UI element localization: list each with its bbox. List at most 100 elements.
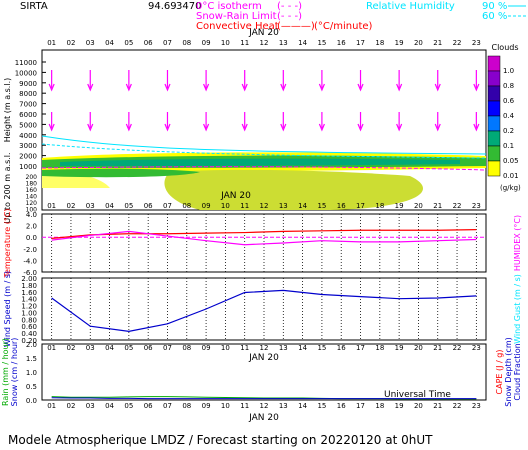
cloud-bottom-hour-label-05: 05: [124, 202, 133, 210]
cloud-bottom-hour-label-09: 09: [202, 202, 211, 210]
precip-bottom-hour-label-21: 21: [433, 402, 442, 410]
top-hour-label-15: 15: [317, 39, 326, 47]
temp-tick-1: 2.0: [26, 223, 37, 231]
time-axis-label: Universal Time: [384, 390, 451, 400]
precip-tick-2: 1.0: [26, 369, 37, 377]
precip-top-hour-label-02: 02: [66, 344, 75, 352]
precip-top-hour-label-18: 18: [375, 344, 384, 352]
colorbar-tick-2: 0.6: [503, 97, 515, 105]
height-tick-9000: 9000: [19, 80, 37, 88]
precip-bottom-hour-label-16: 16: [337, 402, 346, 410]
top-hour-label-22: 22: [453, 39, 462, 47]
wind-tick-0: 2.00: [21, 275, 37, 283]
colorbar-tick-6: 0.05: [503, 157, 519, 165]
cloud-bottom-hour-label-13: 13: [279, 202, 288, 210]
height-tick-8000: 8000: [19, 90, 37, 98]
rh-legend: Relative Humidity 90 % 60 %: [366, 1, 526, 22]
height-tick-1000: 1000: [19, 163, 37, 171]
colorbar-swatch: [487, 115, 501, 132]
wind-arrow-head: [48, 83, 55, 92]
precip-top-hour-label-23: 23: [472, 344, 481, 352]
height-tick-7000: 7000: [19, 101, 37, 109]
temp-tick-5: -6.0: [23, 269, 37, 277]
wind-arrow-head: [280, 123, 287, 132]
low-height-tick-140: 140: [26, 194, 38, 201]
wind-arrow-head: [164, 83, 171, 92]
top-hour-label-09: 09: [202, 39, 211, 47]
precip-series-1: [51, 397, 477, 400]
precip-bottom-hour-label-10: 10: [221, 402, 230, 410]
cloud-bottom-hour-label-18: 18: [375, 202, 384, 210]
precip-bottom-hour-label-05: 05: [124, 402, 133, 410]
colorbar-swatch: [487, 55, 501, 72]
precip-tick-3: 0.5: [26, 383, 37, 391]
colorbar-swatch: [487, 145, 501, 162]
rh-contour-60: [41, 143, 487, 159]
top-hour-label-04: 04: [105, 39, 114, 47]
top-hour-label-06: 06: [144, 39, 153, 47]
temp-series-1: [51, 230, 477, 246]
cloud-band-low: [164, 169, 424, 210]
wind-arrow-head: [48, 123, 55, 132]
rh-label: Relative Humidity: [366, 1, 455, 12]
precip-top-hour-label-15: 15: [317, 344, 326, 352]
precip-bottom-hour-label-18: 18: [375, 402, 384, 410]
legend-convective-style: (———): [277, 21, 315, 32]
precip-bottom-hour-label-08: 08: [182, 402, 191, 410]
colorbar-unit: (g/kg): [500, 184, 521, 192]
precip-bottom-hour-label-19: 19: [395, 402, 404, 410]
top-hour-label-13: 13: [279, 39, 288, 47]
snow-depth-axis-label: Snow Depth (cm): [504, 337, 513, 406]
wind-arrow-head: [241, 123, 248, 132]
wind-arrow-head: [125, 83, 132, 92]
cloud-bottom-hour-label-19: 19: [395, 202, 404, 210]
forecast-title: Modele Atmospherique LMDZ / Forecast sta…: [8, 433, 433, 447]
precip-tick-0: 2.0: [26, 341, 37, 349]
precip-bottom-hour-label-22: 22: [453, 402, 462, 410]
precip-top-hour-label-20: 20: [414, 344, 423, 352]
colorbar-tick-0: 1.0: [503, 67, 514, 75]
precip-top-hour-label-21: 21: [433, 344, 442, 352]
wind-arrow-head: [473, 123, 480, 132]
precip-bottom-hour-label-20: 20: [414, 402, 423, 410]
precip-tick-1: 1.5: [26, 355, 37, 363]
wind-arrow-head: [473, 83, 480, 92]
top-hour-label-17: 17: [356, 39, 365, 47]
temperature-panel-frame: [41, 213, 487, 273]
cloud-bottom-hour-label-08: 08: [182, 202, 191, 210]
low-height-tick-160: 160: [26, 187, 38, 194]
precip-bottom-hour-label-11: 11: [240, 402, 249, 410]
cloud-fraction-axis-label: Cloud Fraction: [513, 343, 522, 400]
low-height-tick-200: 200: [26, 174, 38, 181]
legend-convective-label: Convective Heat: [196, 21, 279, 32]
precip-bottom-hour-label-15: 15: [317, 402, 326, 410]
top-hour-label-11: 11: [240, 39, 249, 47]
date-label-precip: JAN 20: [248, 353, 279, 363]
wind-arrow-head: [125, 123, 132, 132]
top-hour-label-14: 14: [298, 39, 307, 47]
precip-bottom-hour-label-01: 01: [47, 402, 56, 410]
precip-top-hour-label-12: 12: [260, 344, 269, 352]
humidex-axis-label: HUMIDEX (°C): [513, 215, 522, 271]
top-hour-label-05: 05: [124, 39, 133, 47]
height-tick-5000: 5000: [19, 121, 37, 129]
legend-snow-rain-style: (- - -): [277, 11, 302, 22]
height-tick-11000: 11000: [15, 59, 37, 67]
colorbar-swatch: [487, 100, 501, 117]
height-tick-4000: 4000: [19, 132, 37, 140]
low-height-tick-180: 180: [26, 181, 38, 188]
cloud-bottom-hour-label-10: 10: [221, 202, 230, 210]
cloud-bottom-hour-label-04: 04: [105, 202, 114, 210]
colorbar-title: Clouds: [491, 43, 518, 52]
rh-contour-90: [41, 135, 487, 155]
precip-top-hour-label-06: 06: [144, 344, 153, 352]
temp-series-0: [51, 229, 477, 239]
height-tick-3000: 3000: [19, 142, 37, 150]
precip-bottom-hour-label-04: 04: [105, 402, 114, 410]
wind-speed-axis-label: Wind Speed (m / s): [3, 271, 12, 347]
cloud-bottom-hour-label-14: 14: [298, 202, 307, 210]
cape-axis-label: CAPE (J / g): [495, 350, 504, 395]
cloud-bottom-hour-label-16: 16: [337, 202, 346, 210]
precip-top-hour-label-07: 07: [163, 344, 172, 352]
wind-arrow-head: [318, 83, 325, 92]
